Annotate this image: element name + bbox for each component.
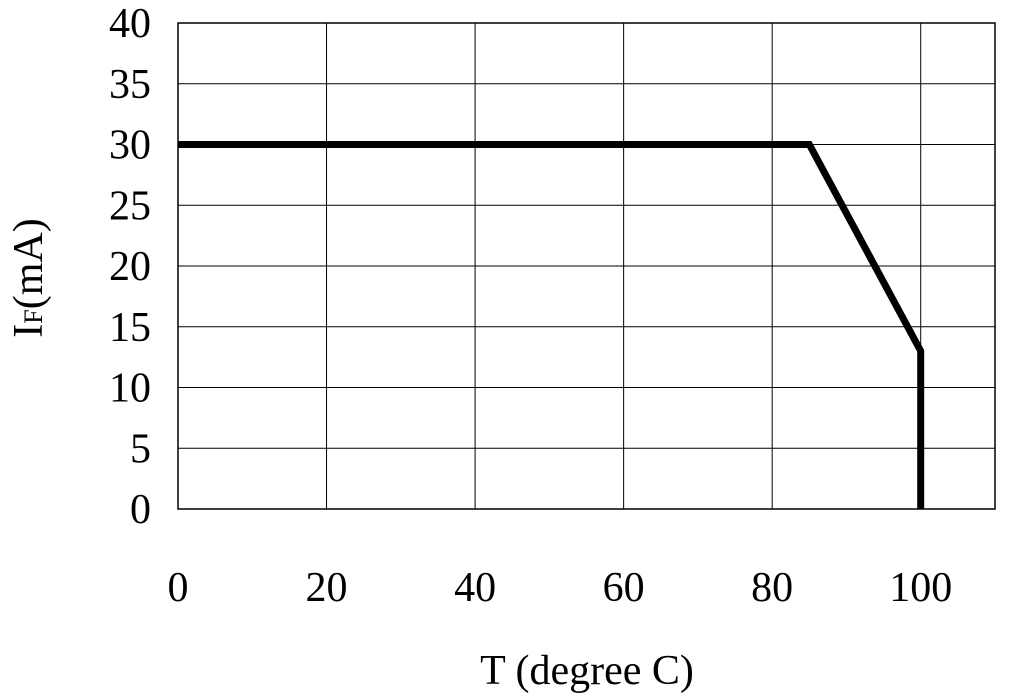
x-tick-label: 60 — [603, 565, 645, 611]
y-tick-label: 20 — [109, 244, 151, 290]
y-tick-label: 5 — [130, 426, 151, 472]
x-tick-label: 20 — [306, 565, 348, 611]
y-tick-label: 0 — [130, 487, 151, 533]
y-tick-label: 40 — [109, 1, 151, 47]
y-axis-title-main: I — [6, 324, 52, 338]
x-axis-title: T (degree C) — [480, 648, 694, 694]
y-tick-label: 15 — [109, 305, 151, 351]
y-axis-title-unit: (mA) — [6, 218, 52, 309]
x-tick-label: 40 — [454, 565, 496, 611]
x-tick-labels: 0 20 40 60 80 100 — [168, 565, 953, 611]
y-axis-title-subscript: F — [19, 309, 48, 323]
y-tick-labels: 0 5 10 15 20 25 30 35 40 — [109, 1, 151, 533]
x-tick-label: 0 — [168, 565, 189, 611]
y-axis-title: IF(mA) — [6, 218, 52, 337]
x-tick-label: 100 — [889, 565, 952, 611]
x-tick-label: 80 — [751, 565, 793, 611]
y-tick-label: 35 — [109, 62, 151, 108]
y-tick-label: 10 — [109, 366, 151, 412]
y-tick-label: 25 — [109, 183, 151, 229]
y-tick-label: 30 — [109, 123, 151, 169]
